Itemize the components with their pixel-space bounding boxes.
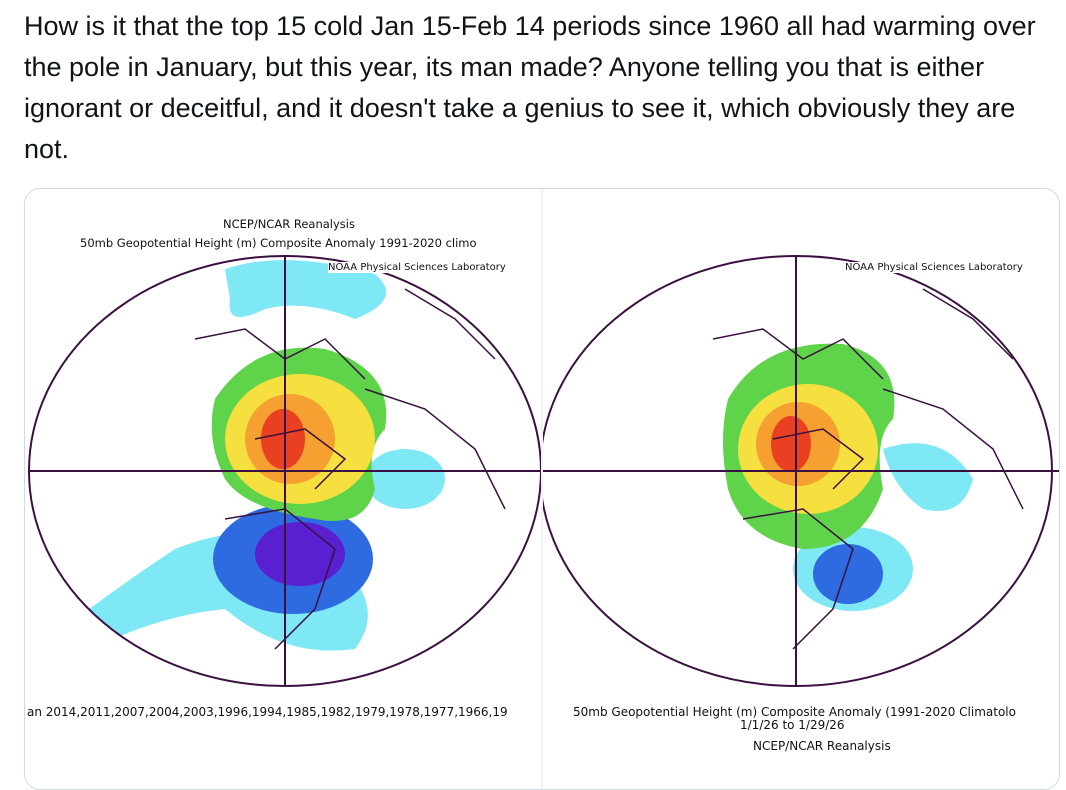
right-polar-map <box>543 255 1059 687</box>
right-map-footer-1: 50mb Geopotential Height (m) Composite A… <box>573 705 1016 719</box>
right-map-footer-3: NCEP/NCAR Reanalysis <box>753 739 891 753</box>
right-map-credit: NOAA Physical Sciences Laboratory <box>845 262 1023 273</box>
left-map-credit: NOAA Physical Sciences Laboratory <box>328 262 506 273</box>
left-map-footer: an 2014,2011,2007,2004,2003,1996,1994,19… <box>27 705 508 719</box>
anomaly-cyan-east <box>883 443 973 511</box>
anomaly-cyan-east <box>365 449 445 509</box>
tweet-text: How is it that the top 15 cold Jan 15-Fe… <box>24 11 1036 164</box>
anomaly-red <box>771 416 811 472</box>
anomaly-red <box>261 409 305 469</box>
anomaly-cyan-top <box>225 260 387 319</box>
left-map-image[interactable]: NCEP/NCAR Reanalysis 50mb Geopotential H… <box>25 189 541 789</box>
media-divider <box>541 189 543 789</box>
anomaly-purple <box>255 522 345 586</box>
right-map-date-range: 1/1/26 to 1/29/26 <box>740 718 845 732</box>
tweet-media-card[interactable]: NCEP/NCAR Reanalysis 50mb Geopotential H… <box>24 188 1060 790</box>
left-polar-map <box>28 255 541 687</box>
coastlines <box>712 288 1024 650</box>
anomaly-blue <box>813 544 883 604</box>
left-map-title-2: 50mb Geopotential Height (m) Composite A… <box>80 236 477 250</box>
left-map-title-1: NCEP/NCAR Reanalysis <box>223 217 355 231</box>
right-map-image[interactable]: NOAA Physical Sciences Laboratory 50mb G… <box>543 189 1059 789</box>
